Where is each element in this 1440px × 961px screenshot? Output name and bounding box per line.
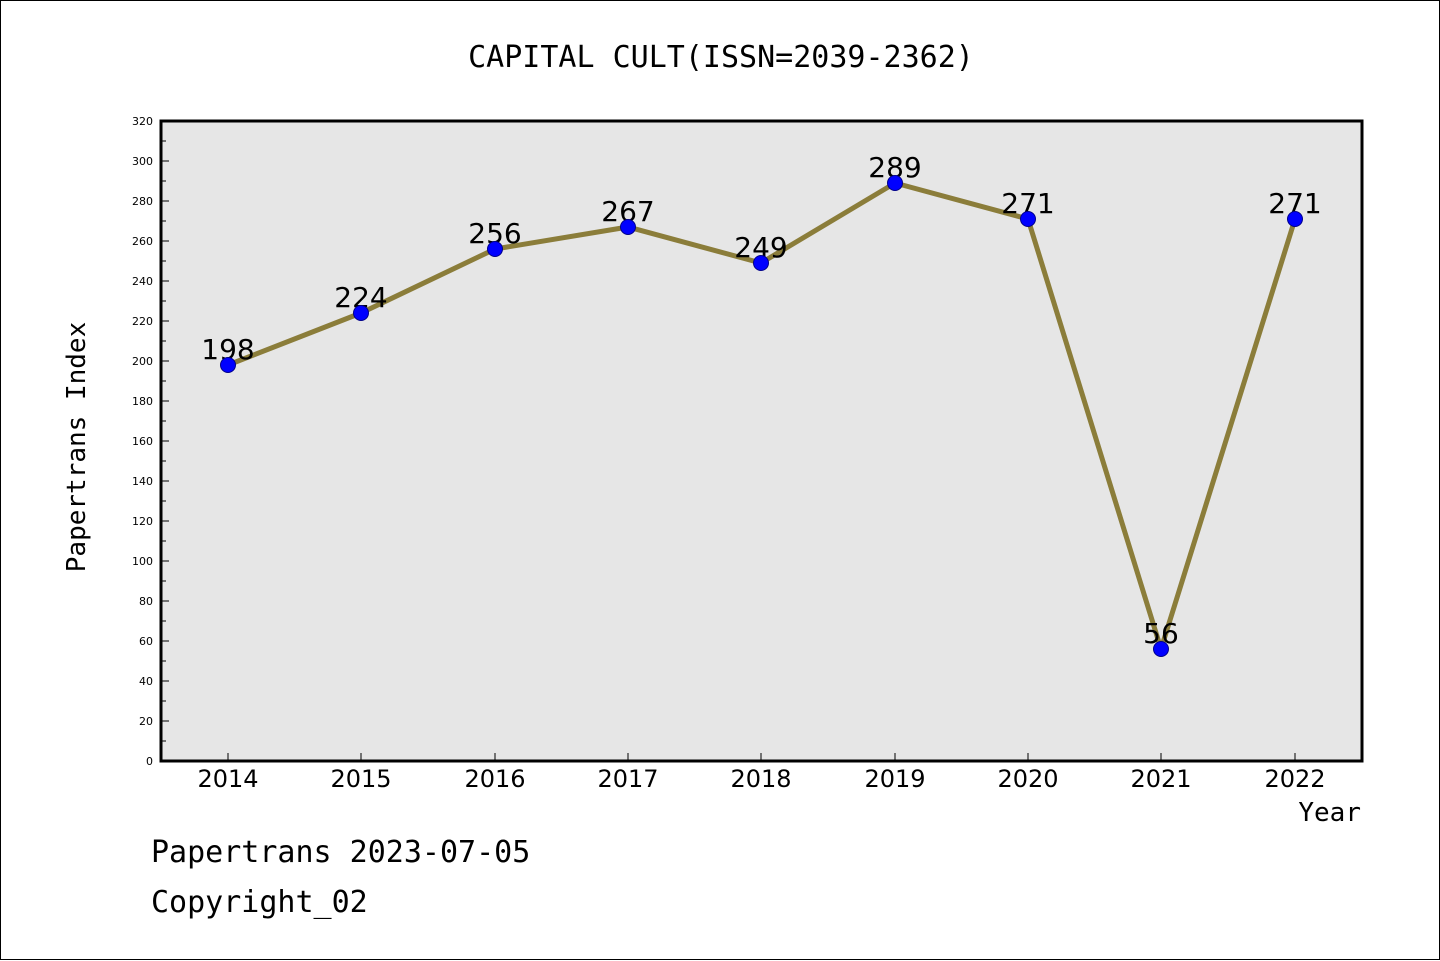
y-tick-label: 200 [132,355,153,368]
data-point [1287,211,1303,227]
y-tick-label: 20 [139,715,153,728]
footer-date: Papertrans 2023-07-05 [151,835,531,870]
y-tick-label: 260 [132,235,153,248]
data-point [353,305,369,321]
x-tick-label: 2017 [597,765,658,793]
y-tick-label: 40 [139,675,153,688]
data-point [1020,211,1036,227]
x-tick-label: 2015 [330,765,391,793]
x-tick-label: 2018 [730,765,791,793]
y-tick-label: 140 [132,475,153,488]
x-tick-label: 2014 [197,765,258,793]
x-tick-label: 2020 [997,765,1058,793]
y-tick-label: 120 [132,515,153,528]
y-tick-label: 60 [139,635,153,648]
y-tick-label: 300 [132,155,153,168]
plot-border [159,119,1364,763]
x-axis-ticks: 2014 2015 2016 2017 2018 2019 2020 2021 2022 [197,753,1326,793]
data-point [753,255,769,271]
y-tick-label: 240 [132,275,153,288]
data-point [1153,641,1169,657]
y-tick-label: 0 [146,755,153,768]
x-axis-label: Year [1298,798,1361,828]
y-tick-label: 180 [132,395,153,408]
data-markers [220,175,1303,657]
data-point [620,219,636,235]
data-point [220,357,236,373]
y-tick-label: 80 [139,595,153,608]
y-tick-label: 100 [132,555,153,568]
y-tick-label: 160 [132,435,153,448]
x-tick-label: 2016 [464,765,525,793]
data-point [487,241,503,257]
x-tick-label: 2022 [1264,765,1325,793]
y-tick-label: 280 [132,195,153,208]
data-point [887,175,903,191]
y-axis-label: Papertrans Index [62,322,92,572]
y-axis-ticks: 0 20 40 60 80 100 120 140 160 180 200 220 240 260 280 3… [132,115,169,768]
plot-area [161,121,1362,761]
x-tick-label: 2021 [1130,765,1191,793]
x-tick-label: 2019 [864,765,925,793]
y-tick-label: 320 [132,115,153,128]
footer-copyright: Copyright_02 [151,885,368,920]
y-tick-label: 220 [132,315,153,328]
chart-title: CAPITAL CULT(ISSN=2039-2362) [468,40,974,75]
